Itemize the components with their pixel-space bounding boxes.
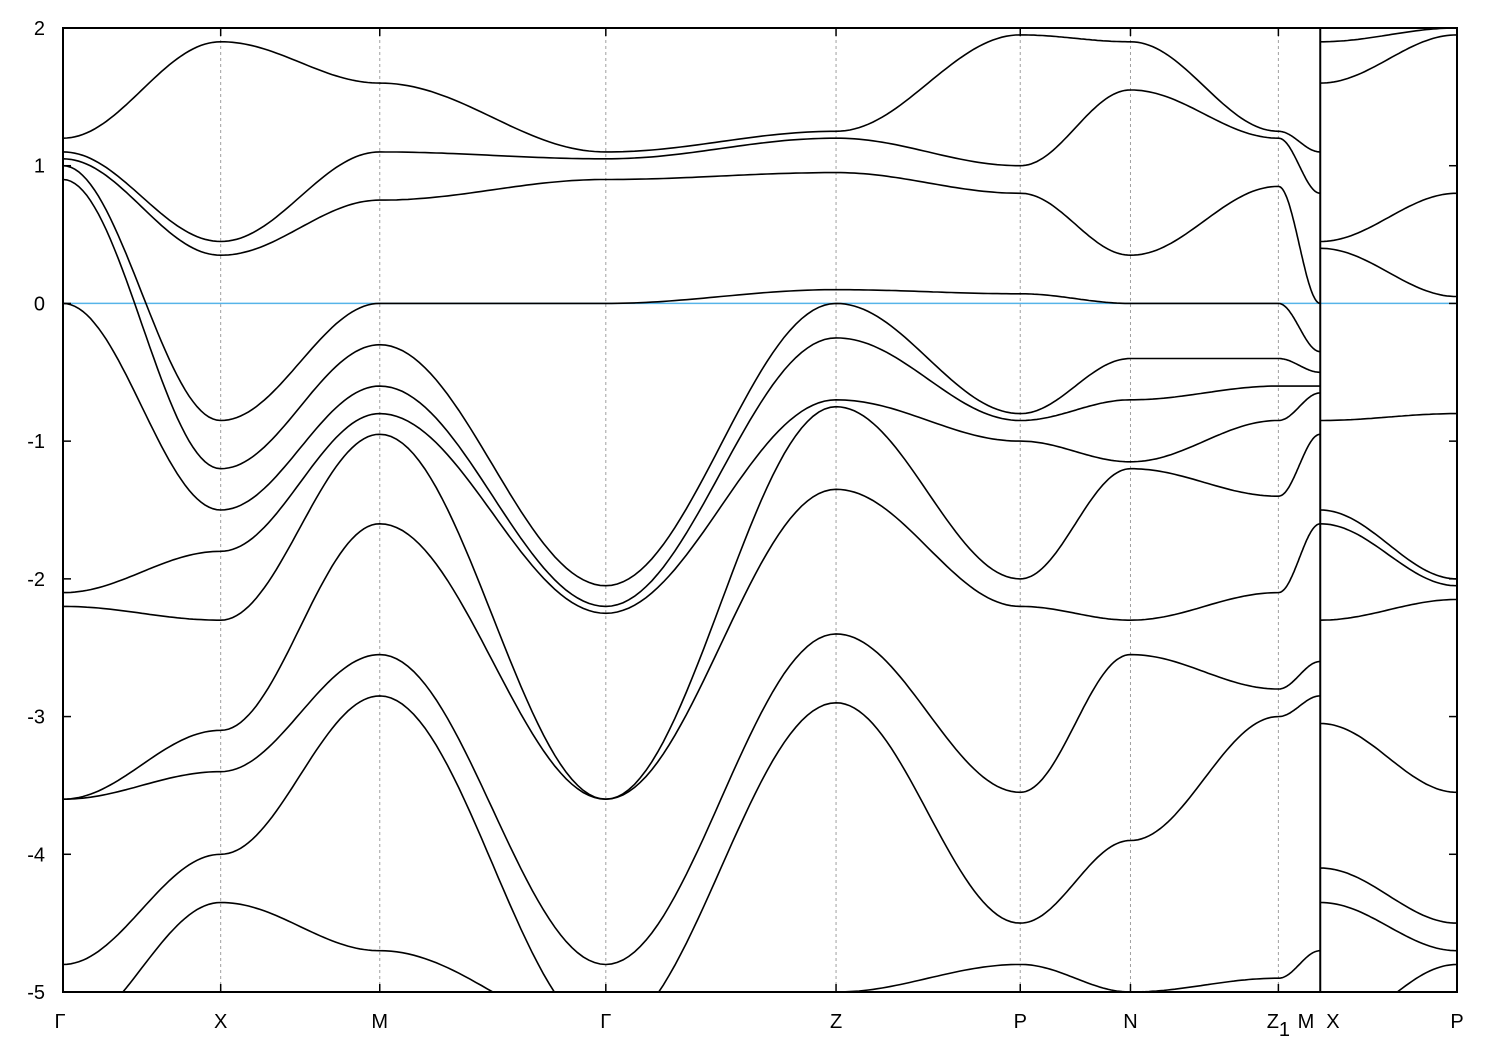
band-line-panel1-3 — [1320, 247, 1457, 298]
band-line-panel1-6 — [1320, 523, 1457, 587]
band-line-panel0-2 — [63, 158, 1321, 305]
band-line-panel0-0 — [63, 34, 1321, 153]
band-line-panel0-10 — [63, 695, 1321, 992]
y-tick-label: -4 — [27, 844, 45, 866]
x-tick-label: X — [1326, 1011, 1339, 1033]
band-line-panel1-4 — [1320, 412, 1457, 422]
band-line-panel0-4 — [63, 178, 1321, 587]
x-tick-label: M — [1298, 1011, 1315, 1033]
band-line-panel1-10 — [1320, 901, 1457, 952]
band-line-panel0-11 — [121, 901, 1321, 992]
band-line-panel0-7 — [63, 405, 1321, 801]
band-line-panel1-11 — [1396, 963, 1457, 992]
band-line-panel0-9 — [63, 633, 1321, 966]
y-tick-label: -3 — [27, 707, 45, 729]
y-tick-label: -1 — [27, 431, 45, 453]
band-line-panel0-3 — [63, 164, 1321, 422]
x-tick-label: P — [1014, 1011, 1027, 1033]
band-line-panel0-5 — [63, 302, 1321, 608]
band-line-panel1-5 — [1320, 509, 1457, 580]
band-line-panel1-0 — [1320, 28, 1457, 43]
x-tick-label: N — [1123, 1011, 1137, 1033]
band-line-panel1-7 — [1320, 598, 1457, 621]
band-line-panel1-1 — [1320, 34, 1457, 84]
y-tick-label: 1 — [34, 156, 45, 178]
y-tick-label: -2 — [27, 569, 45, 591]
x-tick-label: Γ — [54, 1011, 65, 1033]
x-tick-label: P — [1450, 1011, 1463, 1033]
y-tick-label: 2 — [34, 18, 45, 40]
x-axis: Γ X M Γ Z P N Z1 M X P — [54, 28, 1464, 1041]
bands — [63, 28, 1457, 992]
x-tick-label: X — [214, 1011, 227, 1033]
band-line-panel1-8 — [1320, 722, 1457, 794]
y-tick-label: -5 — [27, 982, 45, 1004]
x-tick-label: Γ — [600, 1011, 611, 1033]
band-line-panel1-2 — [1320, 192, 1457, 243]
x-tick-label: Z1 — [1267, 1011, 1290, 1041]
band-line-panel0-6 — [63, 392, 1321, 615]
band-line-panel1-9 — [1320, 867, 1457, 924]
band-line-panel0-8 — [63, 488, 1321, 801]
y-tick-label: 0 — [34, 293, 45, 315]
plot-frame — [62, 27, 1458, 993]
x-tick-label: Z — [830, 1011, 842, 1033]
band-line-panel0-1 — [63, 89, 1321, 243]
grid-lines — [220, 28, 1279, 992]
x-tick-label: M — [371, 1011, 388, 1033]
y-axis: -5 -4 -3 -2 -1 0 1 2 — [27, 18, 1457, 1004]
